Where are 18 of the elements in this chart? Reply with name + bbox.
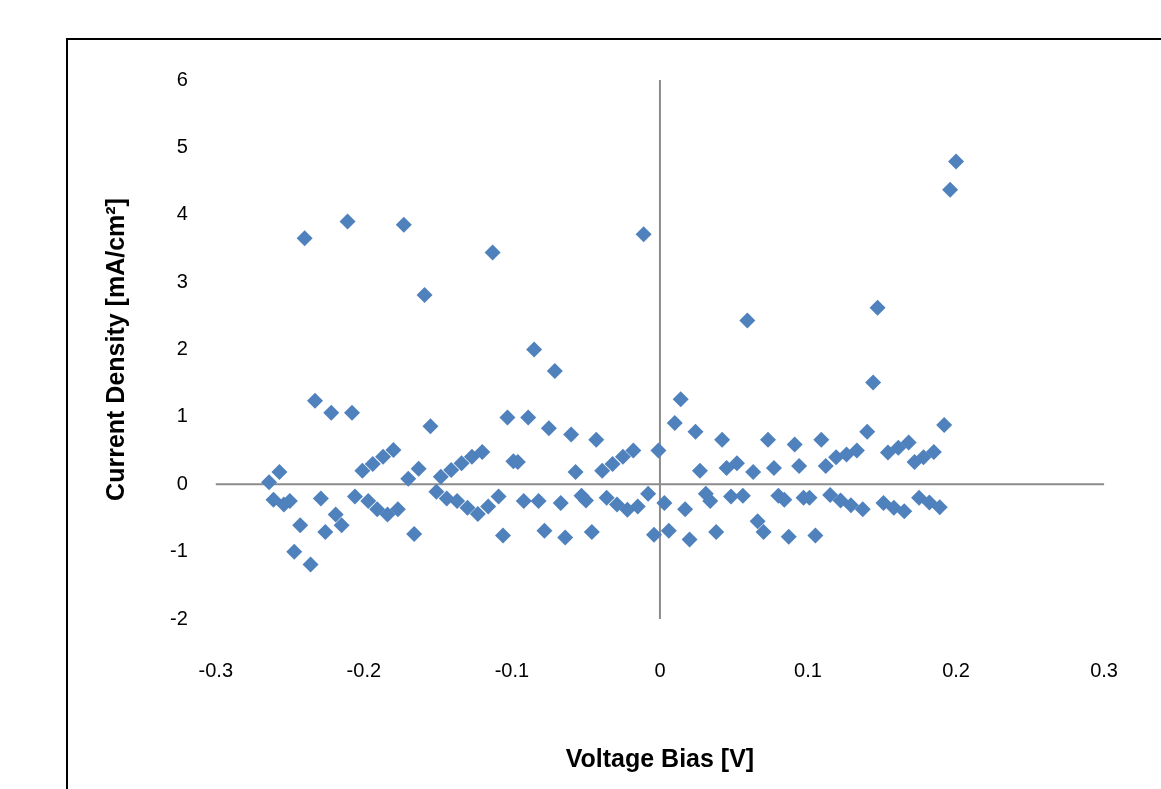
y-tick-label: 3 bbox=[176, 269, 188, 292]
x-axis-title: Voltage Bias [V] bbox=[565, 743, 755, 772]
x-tick-label: 0.2 bbox=[942, 658, 970, 681]
x-tick-label: -0.1 bbox=[494, 658, 530, 681]
y-tick-label: -1 bbox=[169, 539, 188, 562]
x-tick-label: -0.3 bbox=[198, 658, 234, 681]
y-tick-label: 1 bbox=[176, 404, 188, 427]
y-tick-label: -2 bbox=[169, 606, 188, 629]
x-tick-label: 0.3 bbox=[1090, 658, 1118, 681]
y-tick-label: 6 bbox=[176, 67, 188, 90]
y-tick-label: 4 bbox=[176, 202, 188, 225]
x-tick-label: -0.2 bbox=[346, 658, 382, 681]
y-tick-label: 0 bbox=[176, 471, 188, 494]
y-tick-label: 2 bbox=[176, 337, 188, 360]
x-tick-label: 0 bbox=[654, 658, 666, 681]
y-axis-title: Current Density [mA/cm²] bbox=[100, 198, 129, 501]
x-tick-label: 0.1 bbox=[794, 658, 822, 681]
y-tick-label: 5 bbox=[176, 134, 188, 157]
